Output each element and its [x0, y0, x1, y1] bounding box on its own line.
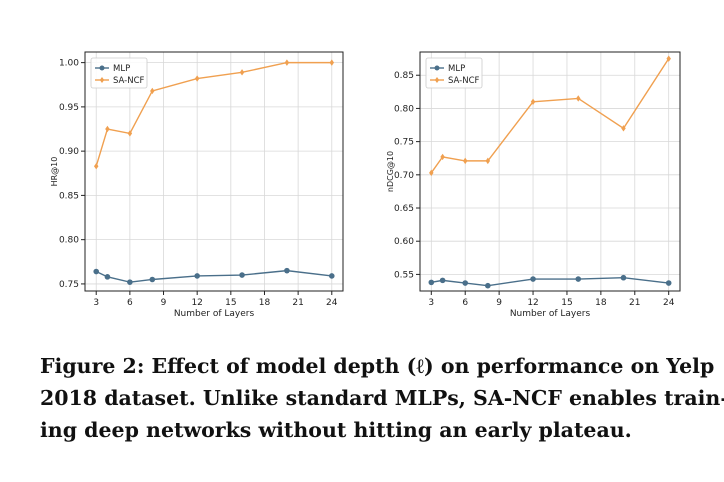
y-tick-label: 0.85: [394, 71, 414, 81]
data-point-sa-ncf: [462, 157, 468, 165]
x-tick-label: 6: [462, 298, 468, 308]
data-point-sa-ncf: [329, 59, 335, 66]
series-line-mlp: [95, 269, 332, 283]
data-point-mlp: [485, 282, 491, 289]
x-tick-label: 15: [225, 298, 236, 308]
legend-swatch-marker: [434, 65, 440, 71]
x-tick-label: 9: [161, 298, 167, 308]
y-tick-label: 0.65: [394, 204, 414, 214]
data-point-mlp: [149, 276, 156, 283]
figure-caption: Figure 2: Effect of model depth (ℓ) on p…: [40, 350, 724, 446]
caption-line-1: Figure 2: Effect of model depth (ℓ) on p…: [40, 354, 715, 378]
caption-line-2: 2018 dataset. Unlike standard MLPs, SA-N…: [40, 386, 724, 410]
data-point-mlp: [530, 276, 536, 282]
data-point-sa-ncf: [621, 125, 626, 132]
data-point-mlp: [665, 280, 672, 286]
data-point-sa-ncf: [127, 130, 133, 137]
data-point-sa-ncf: [485, 157, 491, 165]
x-tick-label: 18: [595, 298, 607, 308]
x-tick-label: 15: [561, 298, 572, 308]
x-tick-label: 12: [527, 298, 538, 308]
x-tick-label: 24: [663, 298, 675, 308]
x-tick-label: 21: [292, 298, 303, 308]
y-axis-label: HR@10: [50, 157, 59, 187]
x-tick-label: 24: [326, 298, 338, 308]
data-point-sa-ncf: [93, 162, 99, 170]
data-point-mlp: [93, 268, 100, 275]
data-point-mlp: [462, 280, 469, 286]
data-point-mlp: [328, 273, 335, 279]
series-line-mlp: [431, 277, 669, 287]
y-tick-label: 1.00: [59, 59, 79, 69]
y-tick-label: 0.70: [394, 171, 414, 181]
data-point-sa-ncf: [576, 95, 581, 102]
data-point-mlp: [575, 276, 582, 282]
legend: MLP SA-NCF: [425, 57, 483, 89]
x-tick-label: 18: [259, 298, 271, 308]
plot-frame: [419, 51, 681, 292]
y-tick-label: 0.60: [394, 237, 414, 247]
data-point-mlp: [620, 274, 627, 281]
y-tick-label: 0.80: [59, 236, 79, 246]
data-point-sa-ncf: [530, 98, 536, 105]
legend-swatch-marker: [434, 77, 440, 83]
data-point-sa-ncf: [666, 55, 671, 62]
y-tick-label: 0.85: [59, 191, 79, 201]
legend-label: SA-NCF: [448, 76, 480, 86]
legend-label: MLP: [113, 64, 130, 74]
data-point-mlp: [284, 267, 290, 274]
chart-hr: 3 6 9 12 15 18 21 24 0.75 0.80 0.85 0.90 0.95 1.00 Num…: [50, 51, 344, 319]
x-tick-label: 9: [496, 298, 502, 308]
data-point-mlp: [127, 279, 133, 285]
data-point-sa-ncf: [194, 75, 200, 82]
data-point-sa-ncf: [150, 87, 155, 95]
y-tick-label: 0.75: [59, 280, 79, 290]
y-tick-label: 0.55: [394, 270, 414, 280]
data-point-sa-ncf: [440, 153, 445, 161]
x-tick-label: 3: [428, 298, 434, 308]
x-axis-label: Number of Layers: [174, 309, 255, 319]
legend-label: SA-NCF: [113, 76, 145, 86]
series-line-sa-ncf: [430, 58, 670, 174]
legend-label: MLP: [448, 64, 465, 74]
data-point-mlp: [439, 277, 446, 284]
chart-ndcg: 3 6 9 12 15 18 21 24 0.55 0.60 0.65 0.70 0.75 0.80 0.8…: [386, 51, 681, 319]
legend: MLP SA-NCF: [90, 57, 148, 89]
x-tick-label: 6: [127, 298, 133, 308]
legend-swatch-marker: [99, 65, 105, 71]
legend-swatch-marker: [99, 77, 105, 83]
y-tick-label: 0.80: [394, 104, 414, 114]
data-point-mlp: [239, 272, 245, 278]
series-line-sa-ncf: [95, 61, 332, 167]
x-tick-label: 21: [629, 298, 640, 308]
y-axis-label: nDCG@10: [386, 151, 395, 192]
data-point-sa-ncf: [284, 59, 290, 66]
y-tick-label: 0.90: [59, 147, 79, 157]
data-point-mlp: [104, 274, 111, 280]
data-point-sa-ncf: [429, 169, 434, 177]
y-tick-label: 0.95: [59, 103, 79, 113]
data-point-sa-ncf: [105, 125, 110, 133]
data-point-sa-ncf: [239, 69, 245, 76]
x-axis-label: Number of Layers: [510, 309, 591, 319]
data-point-mlp: [194, 273, 200, 279]
x-tick-label: 3: [93, 298, 99, 308]
y-tick-label: 0.75: [394, 138, 414, 148]
data-point-mlp: [428, 279, 435, 286]
x-tick-label: 12: [191, 298, 202, 308]
plot-frame: [84, 51, 344, 292]
caption-line-3: ing deep networks without hitting an ear…: [40, 418, 632, 442]
